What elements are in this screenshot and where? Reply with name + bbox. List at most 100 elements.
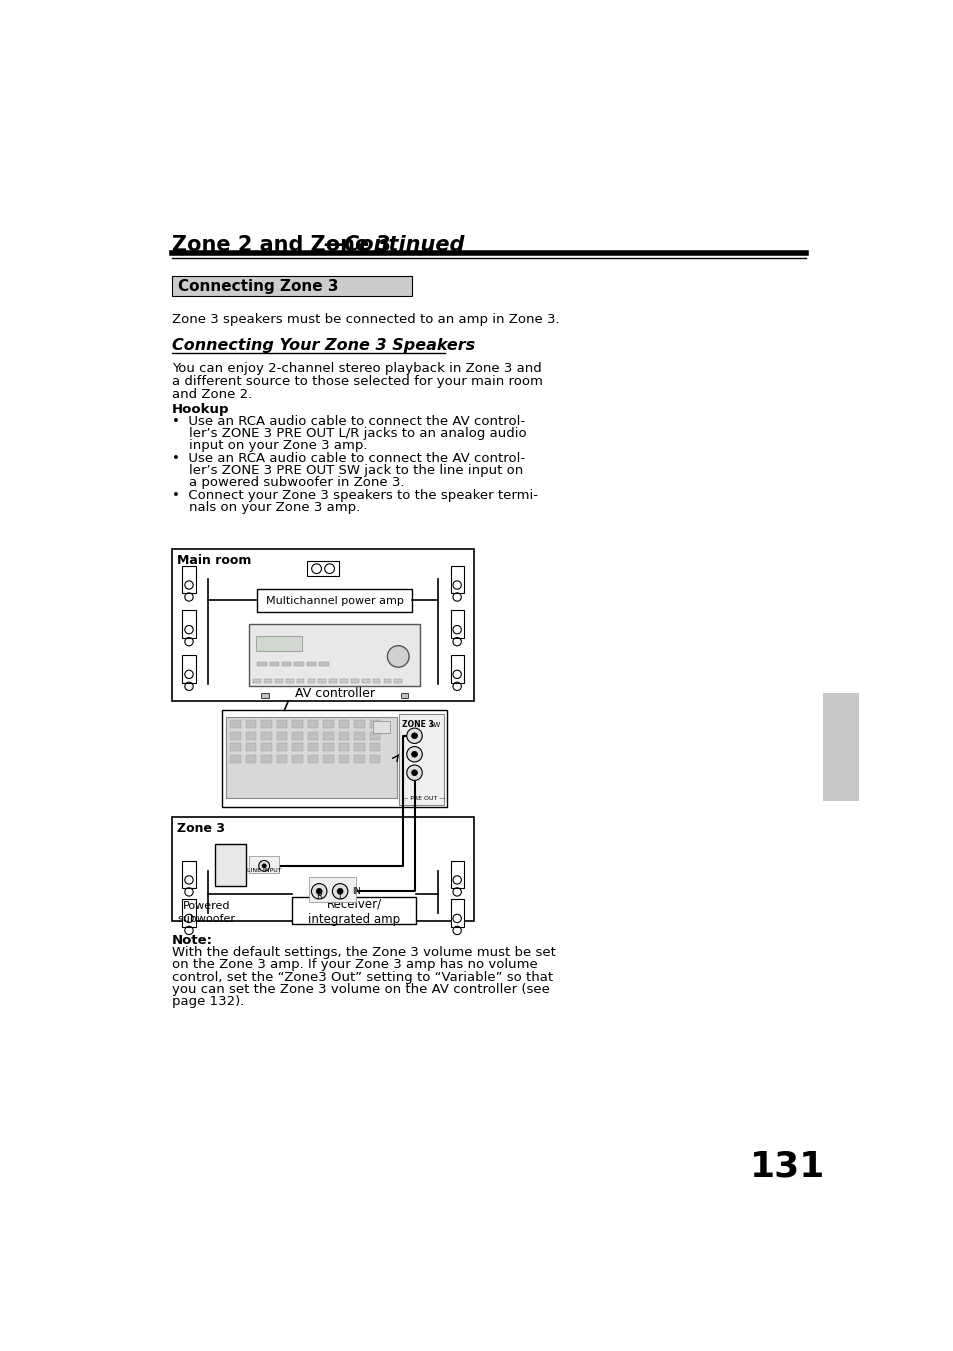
Bar	[257, 662, 266, 666]
Bar	[294, 662, 303, 666]
Text: With the default settings, the Zone 3 volume must be set: With the default settings, the Zone 3 vo…	[172, 946, 556, 959]
Text: Zone 3: Zone 3	[176, 823, 224, 835]
Circle shape	[406, 747, 422, 762]
Bar	[261, 720, 272, 728]
Bar	[249, 857, 278, 873]
Bar	[182, 611, 195, 638]
Circle shape	[406, 728, 422, 743]
Text: and Zone 2.: and Zone 2.	[172, 389, 252, 401]
Bar	[245, 755, 256, 763]
Bar	[172, 549, 474, 701]
Bar	[450, 611, 463, 638]
Bar	[172, 816, 474, 920]
Bar	[450, 898, 463, 927]
Bar	[276, 743, 287, 751]
Bar	[398, 715, 443, 805]
Bar	[230, 755, 241, 763]
Bar	[307, 561, 339, 577]
Text: •  Use an RCA audio cable to connect the AV control-: • Use an RCA audio cable to connect the …	[172, 416, 524, 428]
Bar	[264, 678, 272, 682]
Bar	[276, 720, 287, 728]
Text: LINE INPUT: LINE INPUT	[247, 867, 281, 873]
Text: — PRE OUT —: — PRE OUT —	[402, 796, 445, 801]
Bar	[338, 755, 349, 763]
Text: 131: 131	[749, 1150, 824, 1183]
Circle shape	[387, 646, 409, 667]
Bar	[323, 743, 334, 751]
Bar	[261, 755, 272, 763]
Text: •  Connect your Zone 3 speakers to the speaker termi-: • Connect your Zone 3 speakers to the sp…	[172, 489, 537, 503]
Bar	[319, 662, 328, 666]
Text: control, set the “Zone3 Out” setting to “Variable” so that: control, set the “Zone3 Out” setting to …	[172, 970, 553, 984]
Circle shape	[258, 861, 270, 871]
Bar	[245, 732, 256, 739]
Text: on the Zone 3 amp. If your Zone 3 amp has no volume: on the Zone 3 amp. If your Zone 3 amp ha…	[172, 958, 537, 971]
Text: L: L	[337, 892, 342, 901]
Bar	[230, 720, 241, 728]
Bar	[450, 861, 463, 888]
Bar	[822, 693, 858, 801]
Bar	[182, 566, 195, 593]
Text: Connecting Your Zone 3 Speakers: Connecting Your Zone 3 Speakers	[172, 338, 475, 353]
Text: You can enjoy 2-channel stereo playback in Zone 3 and: You can enjoy 2-channel stereo playback …	[172, 362, 541, 376]
Text: •  Use an RCA audio cable to connect the AV control-: • Use an RCA audio cable to connect the …	[172, 453, 524, 465]
Circle shape	[411, 751, 417, 757]
Bar	[296, 678, 304, 682]
Text: Receiver/
integrated amp: Receiver/ integrated amp	[308, 897, 399, 927]
Text: Zone 2 and Zone 3: Zone 2 and Zone 3	[172, 235, 391, 255]
Bar	[307, 720, 318, 728]
Text: AV controller: AV controller	[294, 686, 375, 700]
Bar	[307, 755, 318, 763]
Bar	[450, 566, 463, 593]
Bar	[253, 678, 261, 682]
Bar	[354, 755, 365, 763]
Circle shape	[411, 770, 417, 775]
Bar	[309, 877, 355, 902]
Bar	[292, 743, 303, 751]
Text: Multichannel power amp: Multichannel power amp	[266, 596, 403, 607]
Bar	[318, 678, 326, 682]
Circle shape	[311, 884, 327, 898]
Bar	[245, 720, 256, 728]
Bar	[230, 743, 241, 751]
Bar	[338, 743, 349, 751]
Text: R: R	[316, 892, 322, 901]
Bar	[329, 678, 336, 682]
Bar	[226, 716, 396, 798]
Circle shape	[332, 884, 348, 898]
Bar	[214, 843, 245, 886]
Bar	[369, 732, 380, 739]
Bar	[307, 732, 318, 739]
Bar	[361, 678, 369, 682]
Bar	[276, 755, 287, 763]
Bar	[276, 732, 287, 739]
Bar	[261, 693, 269, 698]
Text: Main room: Main room	[176, 554, 251, 567]
Text: IN: IN	[353, 886, 361, 896]
Bar	[245, 743, 256, 751]
Text: Hookup: Hookup	[172, 403, 230, 416]
Bar	[255, 636, 302, 651]
Text: ler’s ZONE 3 PRE OUT SW jack to the line input on: ler’s ZONE 3 PRE OUT SW jack to the line…	[172, 463, 522, 477]
Bar	[270, 662, 278, 666]
Bar	[450, 655, 463, 682]
Bar	[400, 693, 408, 698]
Bar	[354, 732, 365, 739]
Bar	[323, 720, 334, 728]
Bar	[292, 732, 303, 739]
Circle shape	[316, 889, 322, 894]
Bar	[261, 732, 272, 739]
Bar	[369, 743, 380, 751]
Bar	[286, 678, 294, 682]
Bar	[383, 678, 391, 682]
Bar	[369, 755, 380, 763]
Text: page 132).: page 132).	[172, 996, 244, 1008]
Text: Powered
subwoofer: Powered subwoofer	[177, 901, 235, 924]
Bar	[292, 897, 416, 924]
Text: SW: SW	[429, 721, 440, 728]
Bar	[182, 898, 195, 927]
Circle shape	[336, 889, 343, 894]
Text: input on your Zone 3 amp.: input on your Zone 3 amp.	[172, 439, 367, 451]
Bar	[340, 678, 348, 682]
Bar	[354, 720, 365, 728]
